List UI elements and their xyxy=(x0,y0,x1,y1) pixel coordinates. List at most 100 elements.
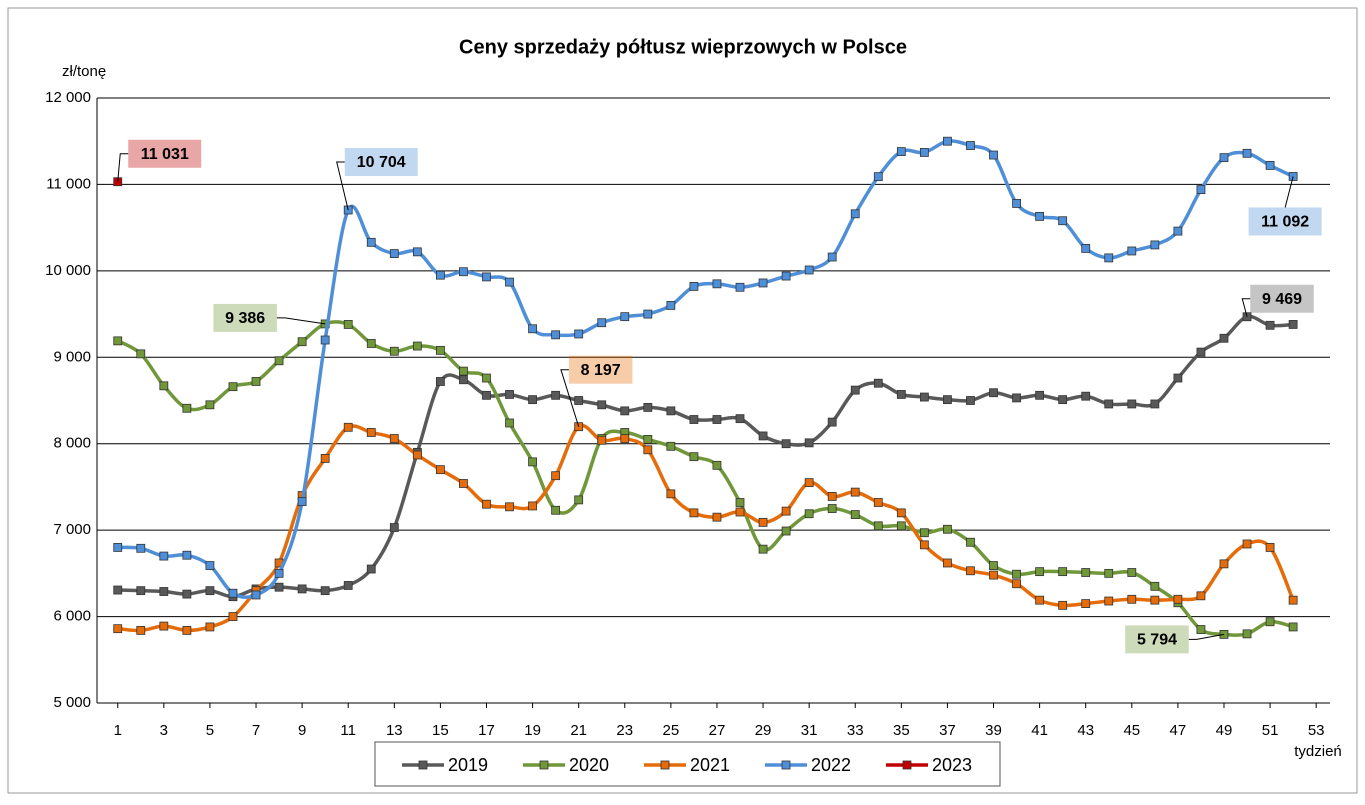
x-tick-label: 23 xyxy=(616,722,633,739)
marker xyxy=(159,551,169,561)
marker xyxy=(320,586,330,596)
marker xyxy=(274,568,284,578)
marker xyxy=(873,498,883,507)
x-tick-label: 41 xyxy=(1031,722,1048,739)
marker xyxy=(159,587,169,596)
marker xyxy=(528,501,537,511)
marker xyxy=(781,271,791,281)
marker xyxy=(758,517,768,527)
data-label: 9 386 xyxy=(225,310,265,327)
marker xyxy=(551,471,561,481)
y-axis-label: zł/tonę xyxy=(62,63,106,80)
x-tick-label: 39 xyxy=(985,722,1002,739)
marker xyxy=(896,147,906,156)
marker xyxy=(666,406,676,416)
marker xyxy=(1104,253,1114,263)
x-tick-label: 3 xyxy=(160,722,168,739)
marker xyxy=(205,622,215,632)
legend-marker xyxy=(418,760,428,770)
x-tick-label: 5 xyxy=(206,722,214,739)
marker xyxy=(781,439,791,449)
leader-line xyxy=(117,153,129,182)
marker xyxy=(781,526,791,536)
label-box xyxy=(568,355,633,384)
x-tick-label: 29 xyxy=(755,722,772,739)
marker xyxy=(712,279,722,289)
marker xyxy=(528,324,537,334)
marker xyxy=(1150,240,1160,250)
x-tick-label: 49 xyxy=(1216,722,1233,739)
x-tick-label: 33 xyxy=(847,722,864,739)
data-label: 10 704 xyxy=(357,154,406,171)
marker xyxy=(1173,226,1183,236)
marker xyxy=(136,543,146,553)
marker xyxy=(1242,629,1252,639)
x-tick-label: 15 xyxy=(432,722,449,739)
marker xyxy=(1265,320,1275,330)
x-tick-label: 17 xyxy=(478,722,495,739)
leader-line xyxy=(336,161,349,211)
marker xyxy=(389,346,399,356)
legend-label: 2023 xyxy=(932,755,972,775)
marker xyxy=(459,366,468,376)
marker xyxy=(228,612,238,621)
marker xyxy=(1081,568,1091,577)
marker xyxy=(228,382,238,392)
marker xyxy=(758,278,768,288)
marker xyxy=(804,478,814,488)
marker xyxy=(896,390,906,399)
marker xyxy=(643,434,653,444)
marker xyxy=(274,582,284,592)
marker xyxy=(1196,185,1206,195)
marker xyxy=(712,460,722,470)
marker xyxy=(297,497,307,507)
marker xyxy=(989,150,998,160)
marker xyxy=(205,561,215,570)
marker xyxy=(943,395,952,405)
marker xyxy=(1058,567,1068,577)
marker xyxy=(1265,617,1275,627)
legend-marker xyxy=(660,760,670,770)
series-line xyxy=(117,423,1295,633)
legend-label: 2019 xyxy=(448,755,488,775)
label-box xyxy=(213,303,277,332)
marker xyxy=(551,390,561,400)
chart-title: Ceny sprzedaży półtusz wieprzowych w Pol… xyxy=(459,36,907,58)
marker xyxy=(136,586,146,596)
data-label: 11 092 xyxy=(1261,214,1309,231)
legend-marker xyxy=(781,760,791,770)
marker xyxy=(989,561,998,570)
marker xyxy=(1173,373,1183,383)
y-tick-label: 8 000 xyxy=(53,435,91,452)
marker xyxy=(1035,212,1045,221)
marker xyxy=(666,489,676,499)
marker xyxy=(1081,391,1091,401)
marker xyxy=(228,588,238,598)
marker xyxy=(1196,591,1206,601)
marker xyxy=(804,509,814,519)
marker xyxy=(1150,581,1160,591)
marker xyxy=(666,301,676,310)
marker xyxy=(320,454,330,463)
marker xyxy=(113,585,123,595)
marker xyxy=(850,487,860,497)
legend-label: 2020 xyxy=(569,755,609,775)
marker xyxy=(1173,594,1183,604)
marker xyxy=(989,570,998,580)
marker xyxy=(689,415,699,424)
marker xyxy=(1081,599,1091,609)
y-tick-label: 11 000 xyxy=(46,175,91,192)
marker xyxy=(689,282,699,291)
leader-line xyxy=(1284,176,1294,208)
marker xyxy=(689,508,699,518)
marker xyxy=(919,540,929,550)
marker xyxy=(1219,559,1229,569)
marker xyxy=(435,377,445,386)
marker xyxy=(389,523,399,532)
label-box xyxy=(1248,207,1322,236)
marker xyxy=(528,457,537,467)
marker xyxy=(873,172,883,182)
x-tick-label: 51 xyxy=(1262,722,1279,739)
marker xyxy=(758,544,768,554)
